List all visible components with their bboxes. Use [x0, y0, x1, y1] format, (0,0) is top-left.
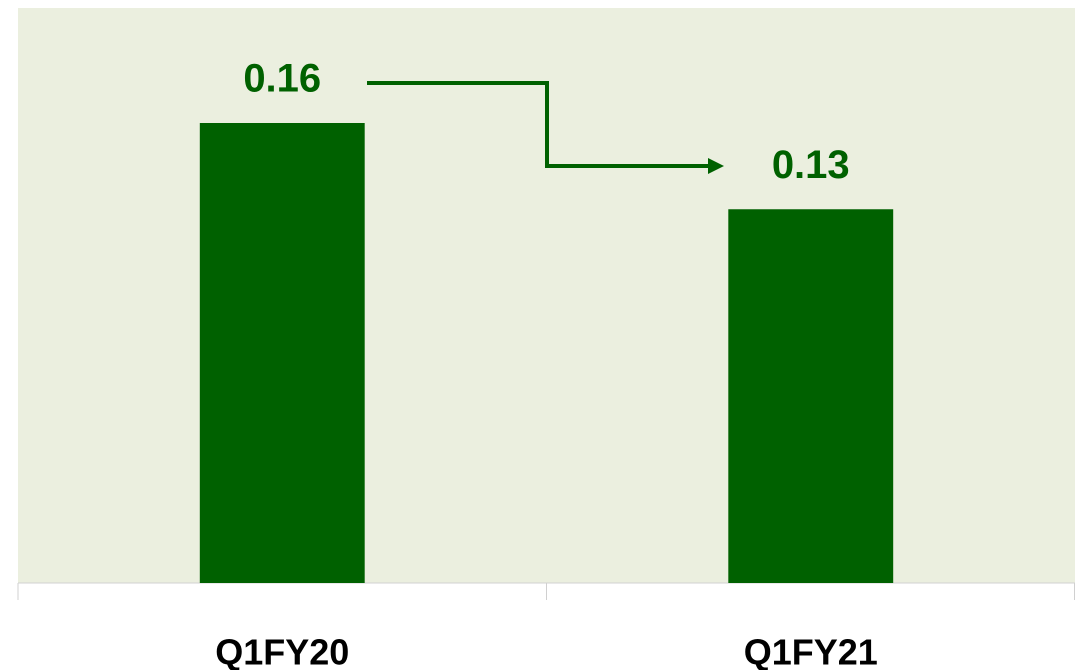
- x-tick-label: Q1FY21: [744, 632, 878, 670]
- x-tick-label: Q1FY20: [215, 632, 349, 670]
- arrow-head: [708, 158, 724, 174]
- trend-arrow: [367, 81, 712, 168]
- bar: [728, 209, 894, 583]
- value-label: 0.16: [243, 57, 321, 101]
- bar: [199, 123, 365, 583]
- value-label: 0.13: [772, 143, 850, 187]
